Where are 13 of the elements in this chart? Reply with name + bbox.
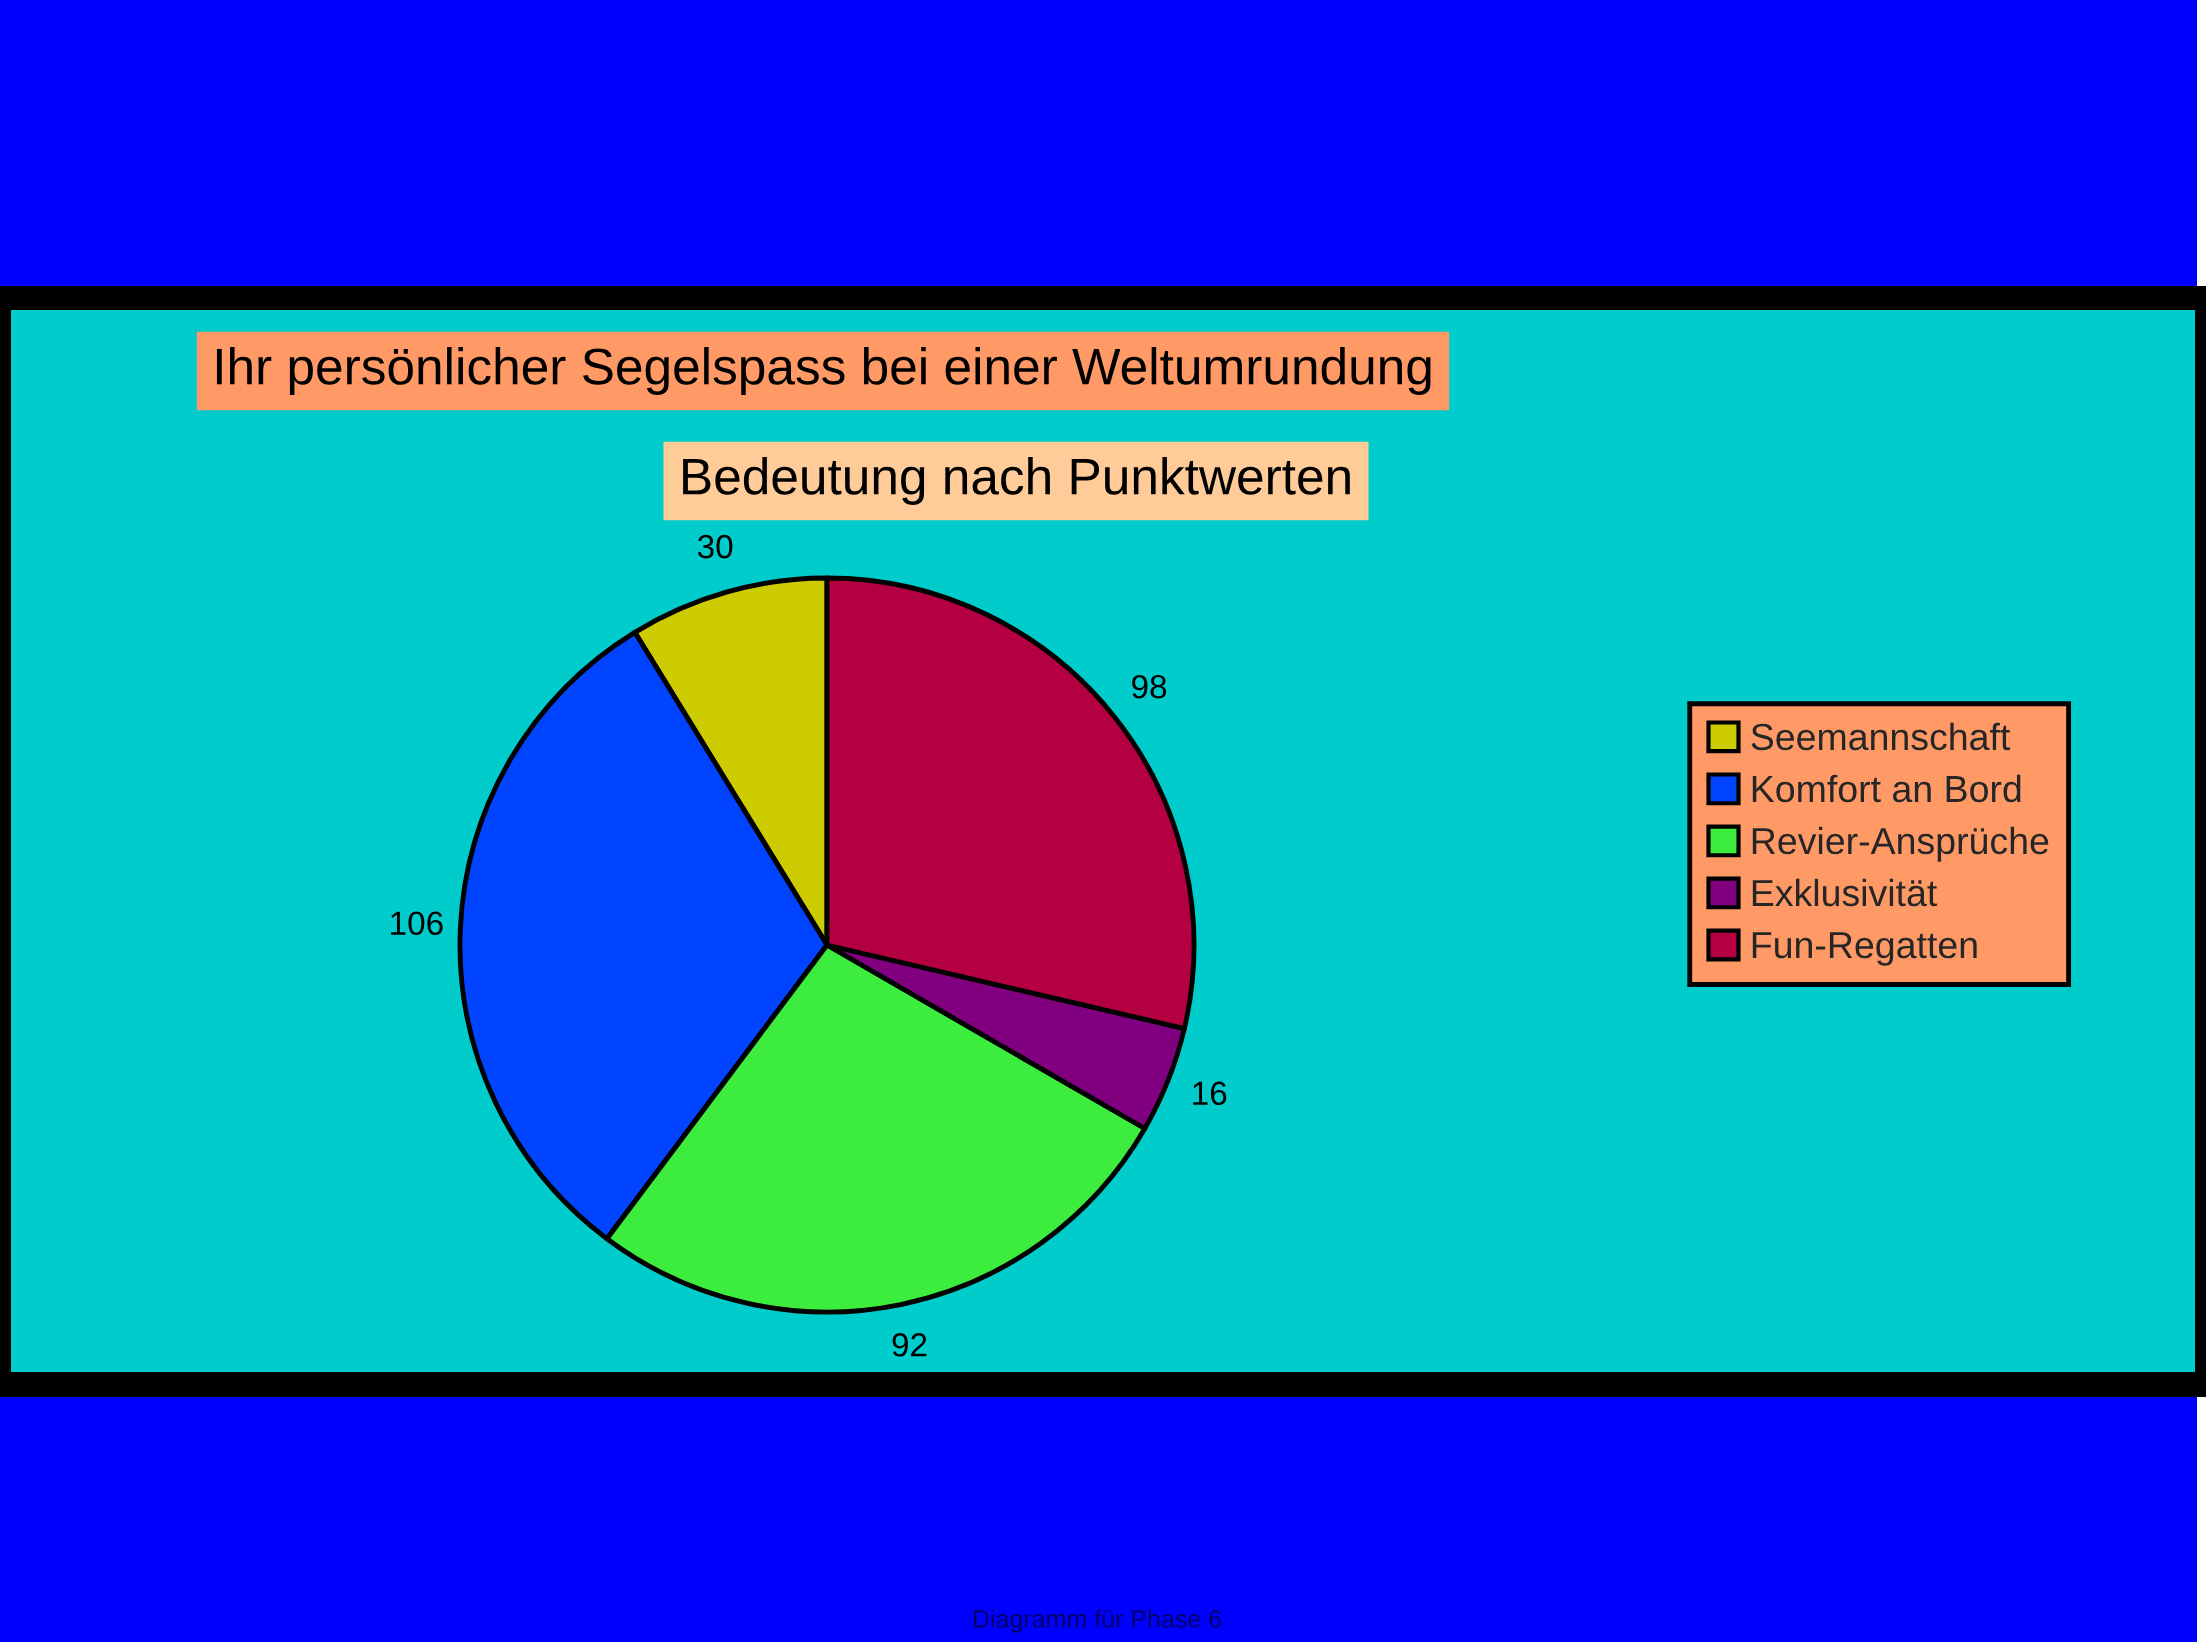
chart-subtitle: Bedeutung nach Punktwerten xyxy=(683,457,1350,505)
legend-label: Komfort an Bord xyxy=(1752,774,2021,803)
legend-label: Fun-Regatten xyxy=(1752,932,1977,966)
legend-label: Exklusivität xyxy=(1752,878,1938,907)
text: Diagramm für Phase 6 xyxy=(974,1609,1221,1633)
data-label: 98 xyxy=(1132,674,1167,699)
legend-label: Revier-Ansprüche xyxy=(1752,826,2049,862)
data-label: 106 xyxy=(391,911,443,936)
data-label: 16 xyxy=(1193,1081,1227,1106)
data-label: 30 xyxy=(697,534,733,559)
chart-title: Ihr persönlicher Segelspass bei einer Weltumrundung xyxy=(216,347,1431,395)
legend-label: Seemannschaft xyxy=(1751,722,2011,751)
data-label: 92 xyxy=(892,1333,927,1357)
